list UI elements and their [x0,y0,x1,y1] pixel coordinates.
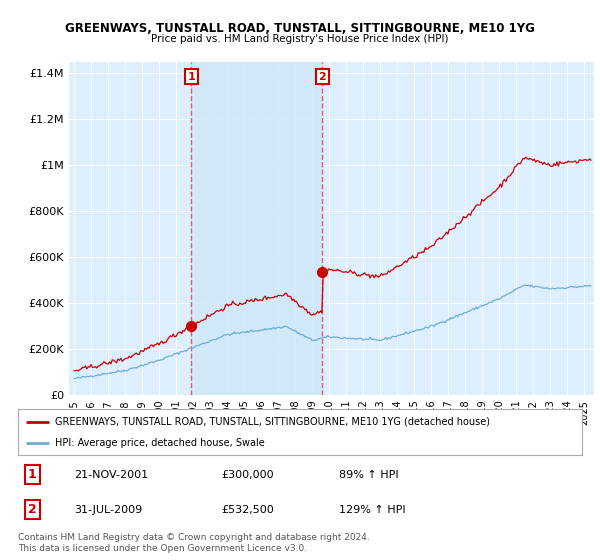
Text: 21-NOV-2001: 21-NOV-2001 [74,470,149,479]
Text: 2: 2 [28,503,37,516]
Text: Contains HM Land Registry data © Crown copyright and database right 2024.
This d: Contains HM Land Registry data © Crown c… [18,533,370,553]
Text: 1: 1 [187,72,195,82]
Text: GREENWAYS, TUNSTALL ROAD, TUNSTALL, SITTINGBOURNE, ME10 1YG (detached house): GREENWAYS, TUNSTALL ROAD, TUNSTALL, SITT… [55,417,490,427]
Text: 89% ↑ HPI: 89% ↑ HPI [340,470,399,479]
Text: 129% ↑ HPI: 129% ↑ HPI [340,505,406,515]
Text: GREENWAYS, TUNSTALL ROAD, TUNSTALL, SITTINGBOURNE, ME10 1YG: GREENWAYS, TUNSTALL ROAD, TUNSTALL, SITT… [65,22,535,35]
Bar [191,62,322,395]
Text: 1: 1 [28,468,37,481]
Text: £532,500: £532,500 [221,505,274,515]
Text: Price paid vs. HM Land Registry's House Price Index (HPI): Price paid vs. HM Land Registry's House … [151,34,449,44]
Text: HPI: Average price, detached house, Swale: HPI: Average price, detached house, Swal… [55,438,265,448]
Text: £300,000: £300,000 [221,470,274,479]
Text: 2: 2 [318,72,326,82]
Text: 31-JUL-2009: 31-JUL-2009 [74,505,143,515]
